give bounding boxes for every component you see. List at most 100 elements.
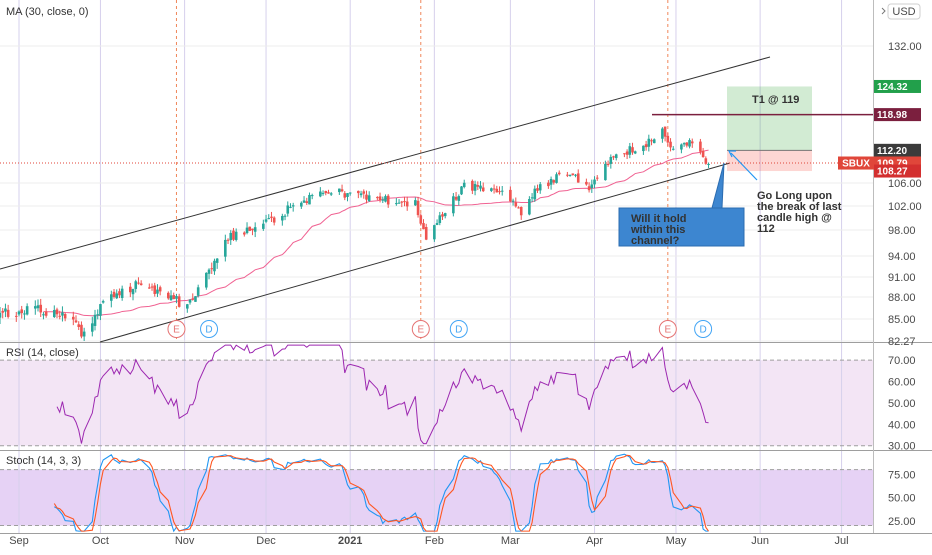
candle [226, 239, 230, 241]
price-tick-label: 106.00 [888, 178, 922, 190]
x-tick-label: 2021 [338, 535, 362, 547]
candle [1, 310, 5, 313]
candle [669, 141, 672, 148]
candle [647, 138, 651, 147]
candle [262, 223, 265, 229]
candle [552, 180, 556, 183]
candle [549, 178, 553, 185]
candle [39, 304, 43, 313]
candle [281, 215, 284, 221]
candle [595, 177, 599, 179]
candle [63, 314, 67, 319]
note-arrow-head [728, 150, 736, 158]
event-marker-label: D [699, 325, 706, 336]
candle [137, 282, 140, 284]
candle [517, 207, 520, 209]
candle [264, 219, 268, 222]
candle [186, 304, 189, 309]
candle [169, 295, 173, 301]
stoch-band [0, 469, 873, 526]
candle [300, 202, 303, 207]
candle [191, 298, 195, 300]
candle [194, 296, 197, 302]
candle [590, 184, 594, 188]
candle [139, 283, 143, 286]
candle [666, 135, 670, 143]
rsi-tick-label: 30.00 [888, 441, 916, 453]
candle [557, 172, 561, 175]
stoch-tick-label: 25.00 [888, 516, 916, 528]
candle [671, 148, 675, 150]
candle [644, 144, 648, 148]
candle [118, 291, 121, 296]
candle [286, 205, 290, 214]
candle [623, 153, 626, 155]
candle [481, 187, 485, 192]
candle [519, 207, 523, 216]
candle [324, 190, 328, 194]
event-marker-label: E [417, 325, 424, 336]
candle [395, 203, 398, 205]
candle [443, 213, 447, 217]
candle [270, 216, 273, 218]
candle [308, 194, 311, 205]
candle [650, 140, 653, 142]
candle [680, 144, 683, 150]
candle [685, 142, 689, 146]
candle [454, 196, 458, 200]
x-tick-label: Mar [501, 535, 520, 547]
candle [509, 189, 512, 202]
candle [215, 258, 219, 263]
candle [642, 145, 645, 152]
candle [232, 230, 235, 240]
candle [74, 320, 78, 323]
candle [566, 174, 569, 176]
candle [688, 140, 691, 147]
candle [433, 225, 436, 240]
x-tick-label: Apr [586, 535, 603, 547]
candle [536, 188, 539, 191]
candle [134, 281, 138, 289]
note-text: Go Long upon [757, 190, 832, 202]
candle [661, 128, 664, 139]
candle [33, 306, 37, 309]
candle [167, 292, 170, 299]
candle [479, 185, 482, 189]
candle [321, 192, 325, 194]
rsi-line [56, 343, 709, 445]
event-marker [449, 320, 468, 338]
x-tick-label: May [666, 535, 687, 547]
callout-bubble [618, 162, 745, 247]
event-marker [167, 320, 186, 338]
candle [419, 215, 423, 224]
candle [574, 174, 577, 176]
candle [25, 306, 29, 315]
candle [492, 188, 496, 190]
candle [329, 193, 333, 195]
candle [158, 287, 162, 292]
rsi-tick-label: 50.00 [888, 398, 916, 410]
price-tick-label: 85.00 [888, 314, 916, 326]
candle [319, 191, 322, 197]
candle [251, 228, 254, 231]
candle [205, 272, 208, 288]
candle [365, 194, 368, 200]
x-tick-label: Sep [9, 535, 29, 547]
event-marker-label: E [664, 325, 671, 336]
x-tick-label: Nov [175, 535, 195, 547]
candle [547, 182, 550, 187]
candle [14, 315, 18, 317]
price-tick-label: 88.00 [888, 292, 916, 304]
candle [188, 299, 192, 303]
candle [120, 288, 124, 298]
candle [210, 268, 214, 270]
candle [533, 188, 537, 200]
candle [224, 239, 227, 257]
candle [36, 305, 40, 309]
candle [357, 190, 360, 194]
candle [424, 226, 428, 240]
x-tick-label: Jul [835, 535, 849, 547]
candle [245, 227, 249, 234]
event-marker-label: E [173, 325, 180, 336]
